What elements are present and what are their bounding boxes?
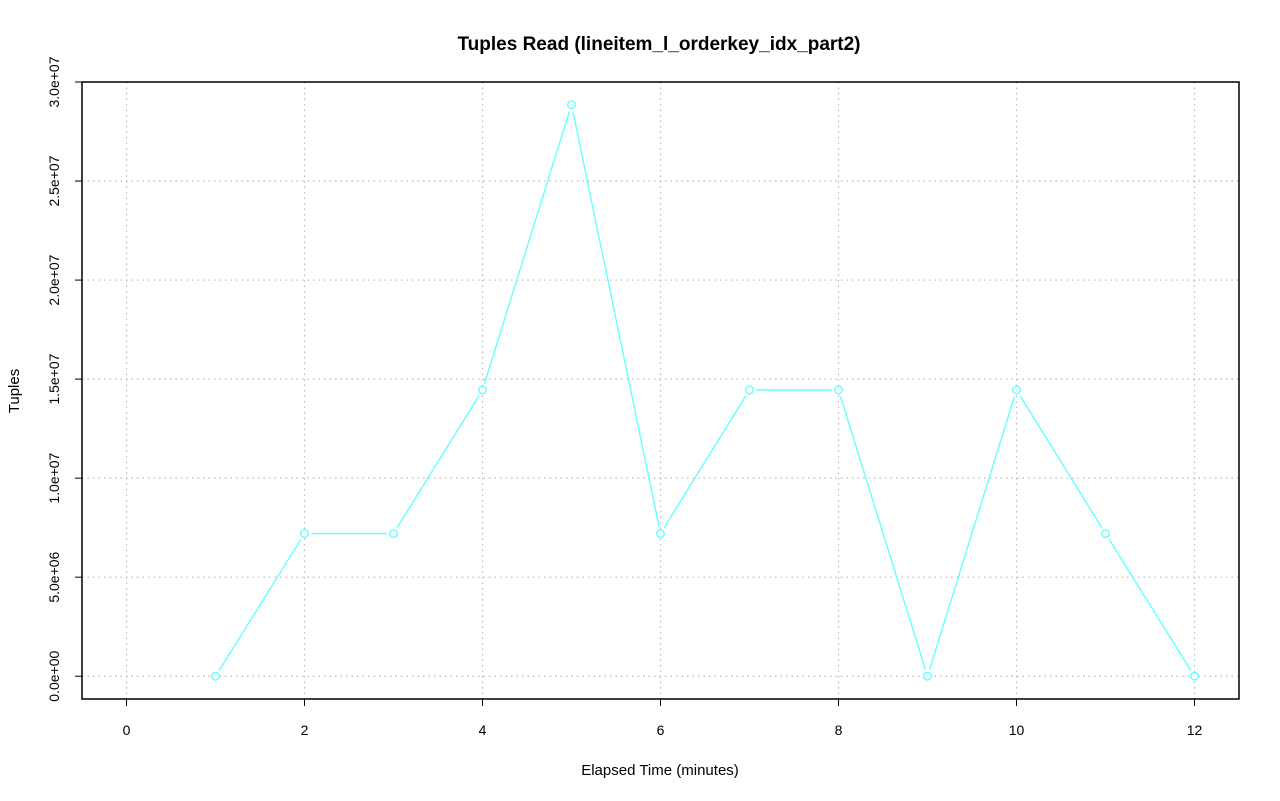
series-line-segment xyxy=(1108,539,1192,671)
x-axis-label: Elapsed Time (minutes) xyxy=(581,762,739,779)
x-tick-label: 8 xyxy=(835,722,843,738)
data-point xyxy=(300,529,310,539)
series-line-segment xyxy=(572,111,660,528)
data-point xyxy=(210,671,220,681)
y-tick-label: 1.5e+07 xyxy=(46,353,62,404)
data-point xyxy=(656,529,666,539)
series-line-segment xyxy=(839,396,927,670)
x-tick-label: 6 xyxy=(657,722,665,738)
y-axis: 0.0e+00 5.0e+06 1.0e+07 1.5e+07 2.0e+07 2.5e+… xyxy=(46,56,82,702)
series-layer xyxy=(210,100,1199,681)
x-tick-label: 4 xyxy=(479,722,487,738)
data-point xyxy=(834,385,844,395)
series-line-segment xyxy=(218,539,302,671)
data-point xyxy=(1189,671,1199,681)
data-point xyxy=(389,529,399,539)
series-line-segment xyxy=(663,395,747,529)
y-tick-label: 3.0e+07 xyxy=(46,56,62,107)
data-point xyxy=(745,385,755,395)
series-line-segment xyxy=(928,396,1016,670)
y-tick-label: 2.0e+07 xyxy=(46,254,62,305)
y-tick-label: 1.0e+07 xyxy=(46,452,62,503)
y-axis-label: Tuples xyxy=(6,369,23,413)
y-tick-label: 2.5e+07 xyxy=(46,155,62,206)
y-tick-label: 0.0e+00 xyxy=(46,651,62,702)
data-point xyxy=(478,385,488,395)
x-tick-label: 0 xyxy=(123,722,131,738)
data-point xyxy=(1012,385,1022,395)
series-line-segment xyxy=(1019,395,1103,529)
x-tick-label: 2 xyxy=(301,722,309,738)
x-tick-label: 10 xyxy=(1009,722,1025,738)
data-point xyxy=(1100,529,1110,539)
x-tick-label: 12 xyxy=(1187,722,1203,738)
data-point xyxy=(923,671,933,681)
series-line-segment xyxy=(396,395,480,529)
grid xyxy=(82,81,1239,699)
series-line-segment xyxy=(483,111,571,384)
data-point xyxy=(567,100,577,110)
chart-title: Tuples Read (lineitem_l_orderkey_idx_par… xyxy=(457,34,860,55)
x-axis: 0 2 4 6 8 10 12 xyxy=(123,699,1203,738)
y-tick-label: 5.0e+06 xyxy=(46,551,62,602)
